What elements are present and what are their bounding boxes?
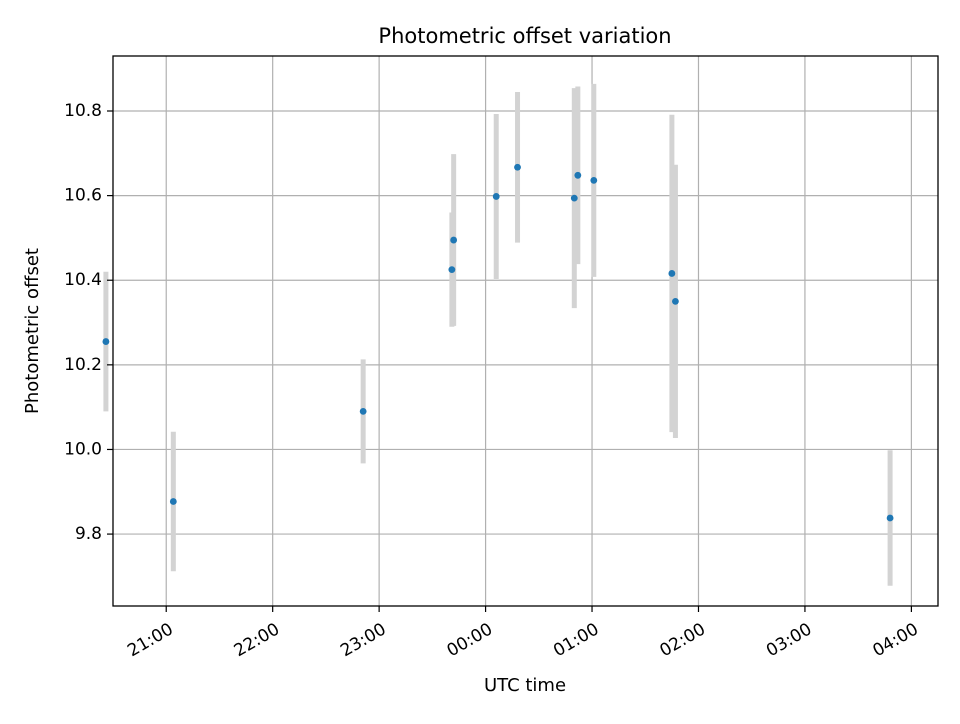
data-point [102, 338, 110, 345]
grid [113, 56, 938, 606]
y-tick-label: 10.6 [64, 186, 102, 206]
data-point [570, 194, 578, 202]
data-point [169, 498, 177, 505]
data-point [450, 236, 458, 244]
data-point [514, 163, 521, 171]
data-point [359, 407, 367, 415]
data-point [886, 514, 894, 522]
data-point [492, 193, 500, 200]
y-axis-ticks: 9.8 10.0 10.2 10.4 10.6 10.8 [64, 101, 113, 544]
x-axis-title: UTC time [484, 675, 566, 696]
y-tick-label: 10.2 [64, 355, 102, 375]
plot-frame [112, 55, 939, 607]
y-tick-label: 9.8 [75, 524, 102, 544]
data-point [672, 297, 679, 305]
y-axis-title: Photometric offset [22, 248, 43, 414]
data-points [102, 163, 894, 522]
y-tick-label: 10.0 [64, 439, 102, 459]
data-point [668, 270, 676, 277]
data-point [448, 266, 456, 274]
data-point [574, 171, 582, 179]
chart-title: Photometric offset variation [378, 24, 671, 48]
data-point [590, 176, 598, 184]
y-tick-label: 10.4 [64, 270, 102, 290]
y-tick-label: 10.8 [64, 101, 102, 121]
